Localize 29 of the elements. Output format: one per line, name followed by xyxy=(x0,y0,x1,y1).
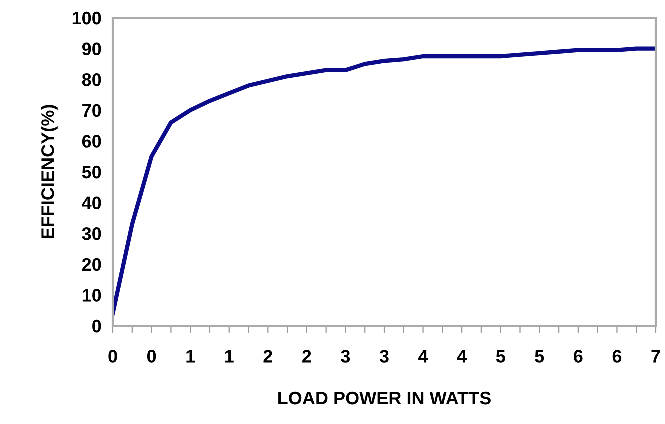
x-tick-label: 6 xyxy=(612,350,622,363)
y-tick-label: 90 xyxy=(82,42,102,56)
line-series xyxy=(113,46,656,316)
y-tick-label: 60 xyxy=(82,135,102,148)
x-tick-label: 2 xyxy=(302,350,312,363)
x-tick-label: 4 xyxy=(418,350,428,363)
x-tick-label: 0 xyxy=(147,350,156,363)
y-tick-label: 80 xyxy=(82,74,102,86)
y-tick-label: 0 xyxy=(92,320,102,333)
y-tick-label: 30 xyxy=(82,228,102,240)
y-tick-label: 50 xyxy=(82,166,102,179)
x-tick-label: 5 xyxy=(496,350,506,363)
x-tick-label: 0 xyxy=(108,350,118,363)
y-tick-label: 70 xyxy=(82,104,102,118)
x-tick-label: 7 xyxy=(652,350,660,363)
y-tick-label: 40 xyxy=(82,196,102,210)
y-tick-label: 10 xyxy=(82,289,102,302)
x-tick-label: 2 xyxy=(264,350,272,363)
y-axis-title: EFFICIENCY(%) xyxy=(41,105,58,238)
y-tick-label: 100 xyxy=(72,12,102,25)
x-axis-title: LOAD POWER IN WATTS xyxy=(278,392,491,405)
x-tick-label: 3 xyxy=(380,350,389,363)
x-tick-label: 5 xyxy=(535,350,544,363)
x-tick-label: 1 xyxy=(225,350,234,363)
y-tick-label: 20 xyxy=(82,258,102,272)
x-tick-label: 1 xyxy=(186,350,196,363)
x-tick-label: 6 xyxy=(574,350,583,363)
x-tick-label: 3 xyxy=(341,350,350,363)
x-tick-label: 4 xyxy=(457,350,467,363)
